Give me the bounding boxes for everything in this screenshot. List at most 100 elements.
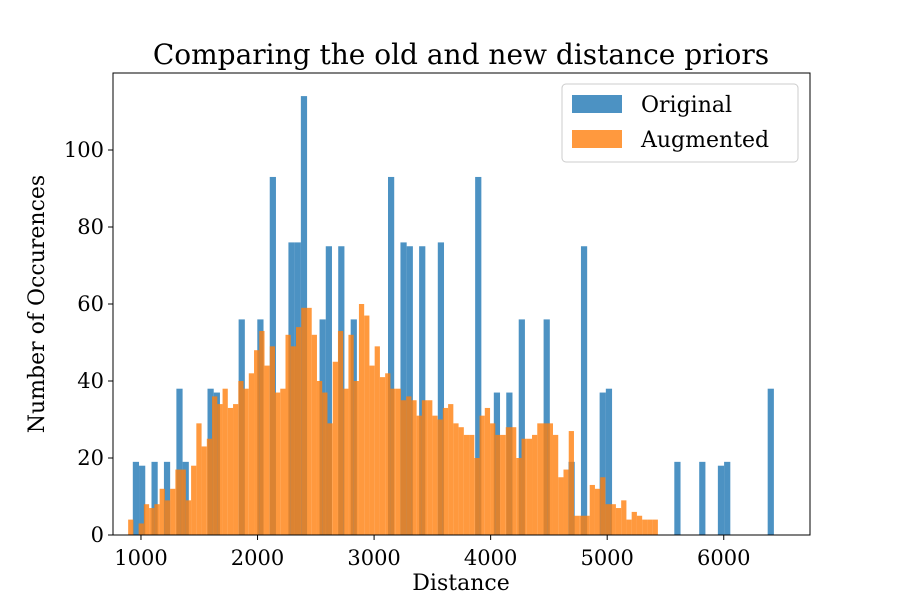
bar-augmented-38 (327, 423, 333, 535)
bar-original-91 (699, 461, 706, 535)
bar-augmented-80 (547, 423, 553, 535)
bar-original-62 (518, 319, 525, 535)
bar-augmented-65 (469, 434, 475, 535)
bar-augmented-23 (248, 373, 255, 535)
bar-augmented-68 (484, 407, 491, 535)
bar-original-7 (176, 388, 183, 535)
bar-original-0 (132, 461, 140, 535)
bar-original-76 (605, 388, 613, 535)
bar-augmented-45 (364, 315, 370, 535)
bar-augmented-94 (621, 500, 627, 535)
x-axis: 1000 2000 3000 4000 5000 6000 (114, 535, 750, 570)
bar-augmented-58 (432, 415, 438, 535)
bar-augmented-55 (416, 415, 422, 535)
bar-augmented-96 (631, 511, 637, 535)
bar-original-1 (139, 465, 146, 535)
x-tick-label-6000: 6000 (697, 546, 750, 570)
bar-augmented-26 (264, 365, 270, 535)
x-tick-label-4000: 4000 (464, 546, 517, 570)
bar-augmented-9 (175, 469, 181, 535)
bar-augmented-7 (164, 500, 171, 535)
bar-augmented-99 (647, 519, 653, 535)
bar-augmented-75 (521, 438, 527, 535)
bar-augmented-98 (642, 519, 648, 535)
bar-augmented-21 (238, 381, 244, 535)
x-tick-label-1000: 1000 (114, 546, 167, 570)
bar-augmented-29 (280, 388, 286, 535)
y-tick-label-0: 0 (91, 523, 104, 547)
legend: Original Augmented (561, 83, 799, 163)
bar-augmented-14 (201, 446, 207, 535)
bar-augmented-42 (348, 334, 354, 535)
bar-augmented-27 (269, 346, 276, 535)
bar-augmented-39 (332, 361, 338, 535)
bar-augmented-10 (180, 469, 186, 535)
bar-augmented-46 (369, 365, 375, 535)
bar-original-75 (599, 392, 606, 535)
chart-title: Comparing the old and new distance prior… (153, 38, 769, 71)
bar-original-43 (400, 242, 407, 535)
bar-original-72 (580, 246, 588, 535)
bar-augmented-50 (390, 388, 396, 535)
bar-augmented-13 (196, 423, 202, 535)
bar-original-3 (151, 461, 158, 535)
bar-augmented-53 (406, 396, 412, 535)
bar-augmented-44 (358, 304, 365, 535)
bar-augmented-48 (379, 377, 386, 535)
x-tick-label-5000: 5000 (580, 546, 633, 570)
bar-augmented-61 (448, 404, 454, 535)
bar-augmented-19 (227, 407, 234, 535)
bar-original-5 (163, 461, 171, 535)
bar-augmented-63 (458, 427, 464, 535)
bar-augmented-82 (558, 477, 564, 535)
bar-augmented-57 (427, 400, 433, 535)
bar-augmented-12 (191, 465, 197, 535)
bar-augmented-56 (421, 400, 428, 535)
bars-layer (128, 96, 774, 535)
bar-augmented-17 (217, 404, 223, 535)
bar-augmented-18 (222, 388, 228, 535)
bar-augmented-83 (563, 469, 569, 535)
bar-augmented-71 (500, 434, 506, 535)
bar-augmented-47 (374, 346, 380, 535)
bar-augmented-69 (490, 423, 496, 535)
bar-augmented-95 (626, 519, 632, 535)
bar-augmented-43 (353, 381, 359, 535)
legend-swatch-original (572, 95, 622, 113)
bar-original-94 (717, 465, 725, 535)
bar-augmented-33 (301, 307, 307, 535)
bar-augmented-72 (505, 427, 512, 535)
bar-augmented-30 (285, 334, 291, 535)
y-tick-label-40: 40 (77, 369, 104, 393)
bar-augmented-16 (212, 396, 218, 535)
y-tick-label-60: 60 (77, 292, 104, 316)
bar-augmented-66 (474, 458, 480, 535)
bar-augmented-4 (149, 508, 155, 535)
bar-augmented-90 (600, 477, 606, 535)
bar-original-31 (325, 246, 332, 535)
bar-augmented-34 (306, 307, 312, 535)
legend-label-augmented: Augmented (640, 128, 769, 153)
bar-augmented-8 (170, 488, 176, 535)
bar-augmented-79 (542, 423, 548, 535)
bar-original-49 (437, 242, 445, 535)
bar-augmented-88 (589, 484, 595, 535)
bar-augmented-36 (316, 381, 323, 535)
bar-augmented-20 (233, 404, 239, 535)
bar-augmented-60 (442, 407, 449, 535)
bar-augmented-92 (610, 504, 616, 535)
bar-augmented-24 (254, 350, 260, 535)
bar-augmented-64 (463, 434, 470, 535)
bar-augmented-52 (400, 400, 407, 535)
bar-augmented-41 (343, 388, 349, 535)
bar-augmented-2 (138, 523, 144, 535)
bar-augmented-3 (143, 504, 150, 535)
bar-augmented-6 (159, 488, 165, 535)
bar-augmented-81 (553, 434, 559, 535)
y-axis: 0 20 40 60 80 100 (64, 138, 113, 547)
bar-original-102 (767, 388, 774, 535)
bar-original-41 (388, 176, 395, 535)
bar-augmented-11 (185, 500, 192, 535)
bar-original-44 (406, 246, 413, 535)
